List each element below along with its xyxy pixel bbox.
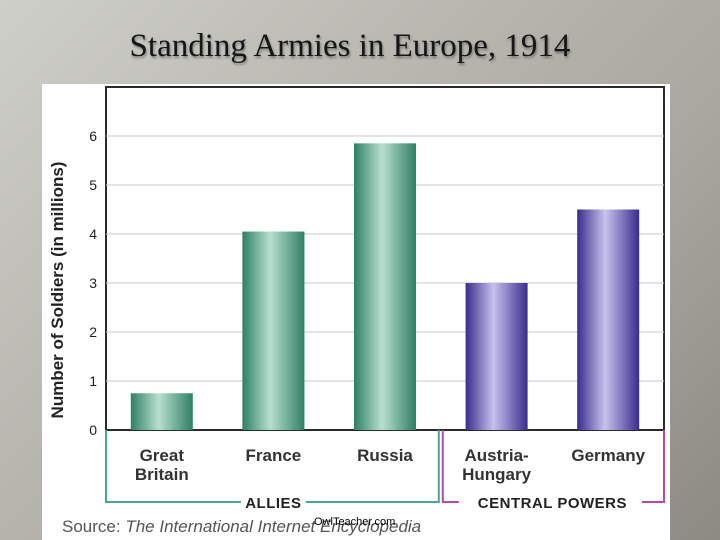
source-note: Source: The International Internet Encyc…	[62, 517, 421, 537]
group-label-allies: ALLIES	[245, 495, 301, 512]
allies-bracket-right	[305, 430, 440, 503]
y-tick-label: 2	[89, 324, 97, 340]
y-tick-label: 0	[89, 422, 97, 438]
category-label: Germany	[571, 446, 645, 465]
central-bracket-left	[441, 430, 459, 503]
y-tick-label: 3	[89, 275, 97, 291]
source-text: The International Internet Encyclopedia	[125, 517, 422, 536]
bar	[354, 143, 416, 430]
central-bracket-right	[642, 430, 665, 503]
y-tick-label: 6	[89, 128, 97, 144]
bar	[130, 393, 193, 430]
group-label-central-powers: CENTRAL POWERS	[478, 495, 627, 512]
category-label: Austria-	[464, 446, 528, 465]
watermark: OwlTeacher.com	[314, 516, 396, 528]
allies-bracket-left	[105, 430, 241, 503]
category-label: France	[246, 446, 302, 465]
y-axis-label: Number of Soldiers (in millions)	[48, 162, 67, 419]
source-label: Source:	[62, 517, 121, 536]
category-label: Great	[140, 446, 185, 465]
bar	[465, 283, 528, 430]
category-label: Russia	[357, 446, 413, 465]
category-label: Hungary	[462, 465, 532, 484]
bar	[577, 209, 640, 430]
y-tick-label: 4	[89, 226, 97, 242]
bar	[242, 231, 305, 430]
slide-title: Standing Armies in Europe, 1914	[129, 28, 571, 64]
y-tick-label: 1	[89, 373, 97, 389]
category-label: Britain	[135, 465, 189, 484]
y-tick-label: 5	[89, 177, 97, 193]
